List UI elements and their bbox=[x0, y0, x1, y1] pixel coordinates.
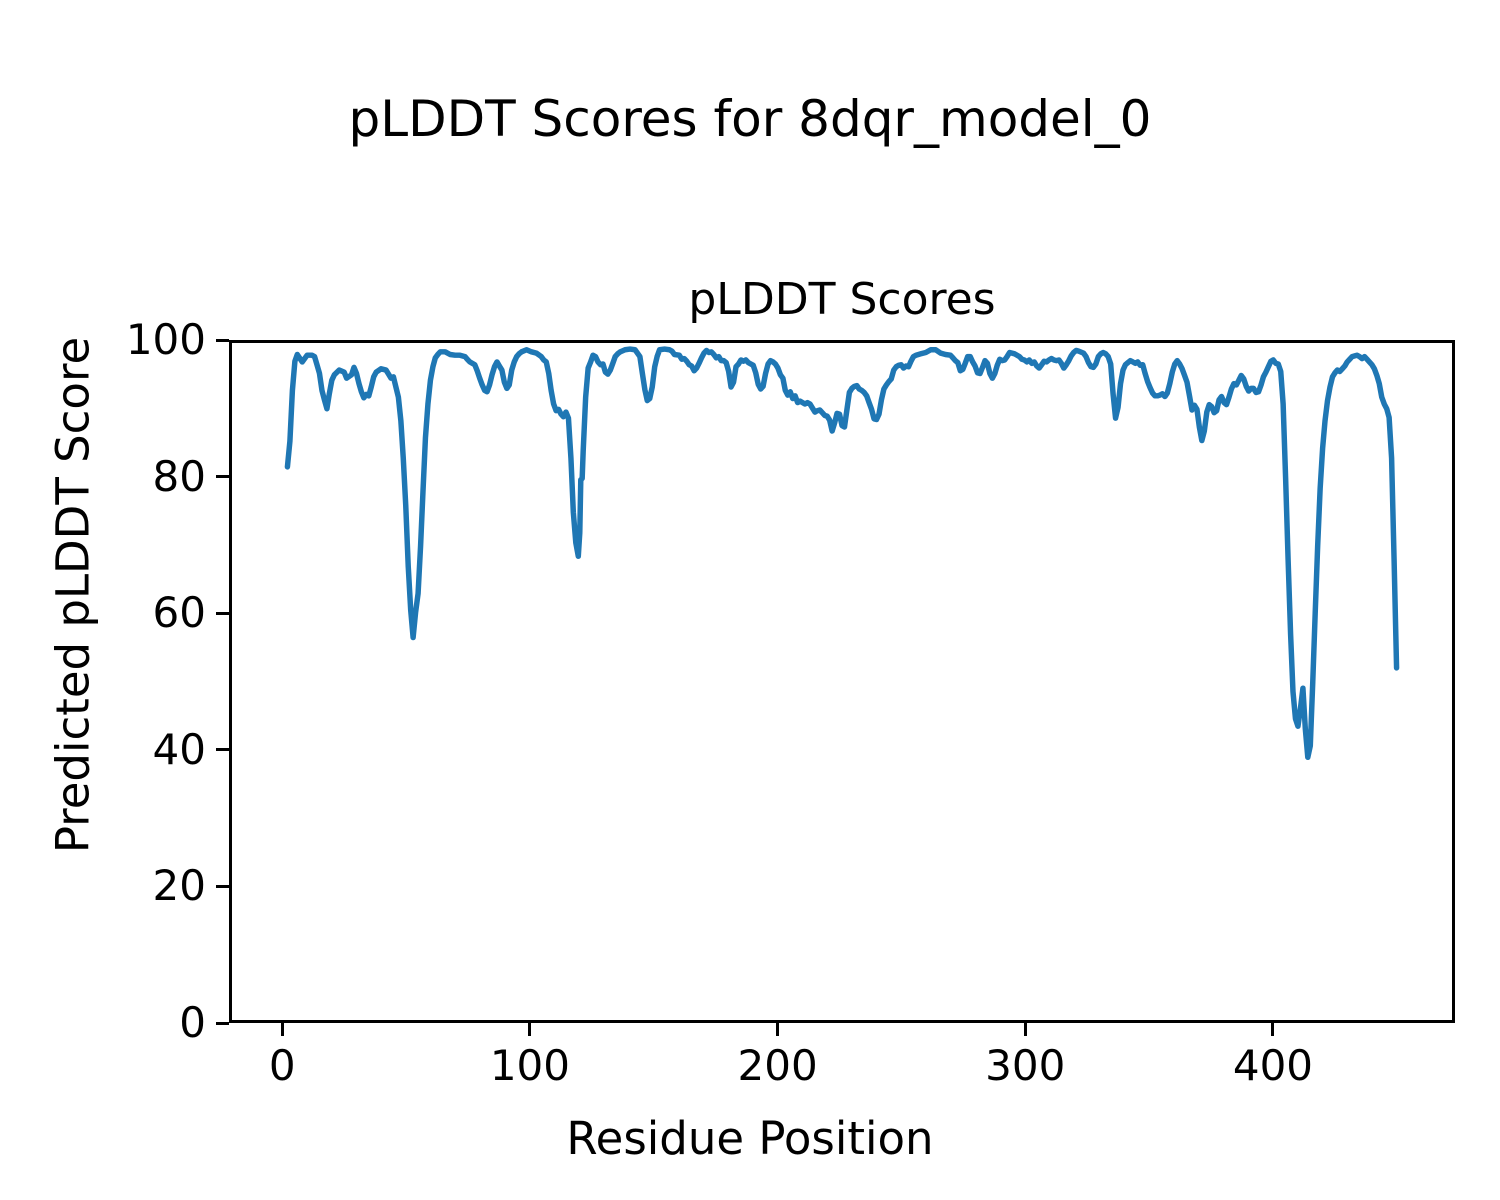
y-tick-label: 0 bbox=[179, 998, 206, 1047]
y-tick-label: 100 bbox=[125, 315, 206, 364]
figure-title: pLDDT Scores for 8dqr_model_0 bbox=[348, 90, 1152, 148]
x-tick-mark bbox=[528, 1023, 532, 1036]
y-tick-mark bbox=[216, 611, 229, 615]
x-tick-label: 300 bbox=[985, 1041, 1066, 1090]
y-tick-label: 20 bbox=[152, 861, 206, 911]
y-tick-mark bbox=[216, 1021, 229, 1025]
x-tick-mark bbox=[280, 1023, 284, 1036]
y-tick-label: 60 bbox=[152, 588, 206, 638]
x-tick-label: 200 bbox=[737, 1041, 818, 1090]
line-plot bbox=[284, 346, 1400, 761]
x-tick-label: 400 bbox=[1232, 1041, 1314, 1090]
y-tick-label: 40 bbox=[152, 724, 206, 774]
y-tick-mark bbox=[216, 748, 229, 752]
x-axis-label: Residue Position bbox=[566, 1112, 934, 1165]
x-tick-mark bbox=[1023, 1023, 1027, 1036]
axes-title: pLDDT Scores bbox=[688, 274, 996, 325]
plot-area bbox=[229, 340, 1455, 1023]
x-tick-label: 100 bbox=[489, 1041, 571, 1090]
y-tick-mark bbox=[216, 884, 229, 888]
plddt-line bbox=[284, 346, 1400, 761]
y-tick-label: 80 bbox=[152, 451, 206, 501]
y-tick-mark bbox=[216, 338, 229, 342]
x-tick-label: 0 bbox=[268, 1041, 296, 1090]
x-tick-mark bbox=[1271, 1023, 1275, 1036]
x-tick-mark bbox=[776, 1023, 780, 1036]
y-tick-mark bbox=[216, 475, 229, 479]
